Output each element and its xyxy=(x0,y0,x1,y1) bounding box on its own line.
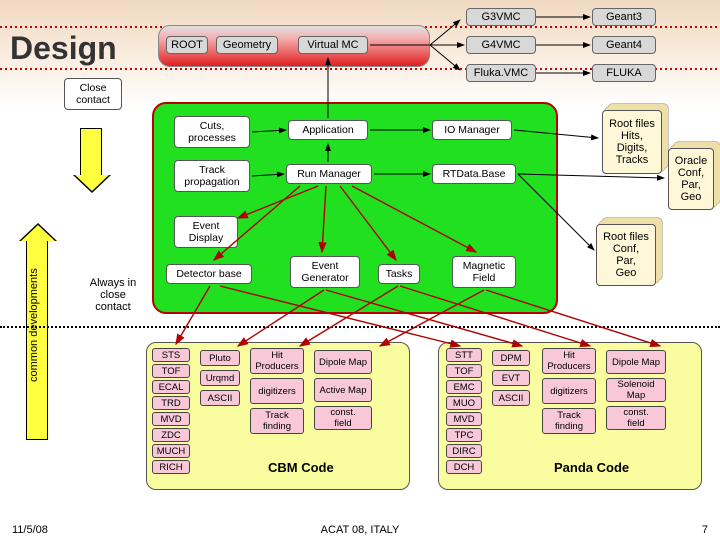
cbm-left-3: TRD xyxy=(152,396,190,410)
run-manager: Run Manager xyxy=(286,164,372,184)
footer-venue: ACAT 08, ITALY xyxy=(321,524,400,536)
cbm-right-0: Dipole Map xyxy=(314,350,372,374)
close-contact: Close contact xyxy=(64,78,122,110)
cbm-right-1: Active Map xyxy=(314,378,372,402)
cbm-right-2: const. field xyxy=(314,406,372,430)
panda-left-7: DCH xyxy=(446,460,482,474)
footer-date: 11/5/08 xyxy=(12,524,48,536)
panda-mid-2: Track finding xyxy=(542,408,596,434)
oracle: Oracle Conf, Par, Geo xyxy=(668,148,714,210)
panda-right-0: Dipole Map xyxy=(606,350,666,374)
geant4-box: Geant4 xyxy=(592,36,656,54)
cuts: Cuts, processes xyxy=(174,116,250,148)
application: Application xyxy=(288,120,368,140)
cbm-left-7: RICH xyxy=(152,460,190,474)
panda-left-4: MVD xyxy=(446,412,482,426)
cbm-left-5: ZDC xyxy=(152,428,190,442)
cbm-mid-2: Track finding xyxy=(250,408,304,434)
track-prop: Track propagation xyxy=(174,160,250,192)
cbm-gen-0: Pluto xyxy=(200,350,240,366)
cbm-gen-2: ASCII xyxy=(200,390,240,406)
cbm-code: CBM Code xyxy=(268,460,334,475)
arrow-down-close xyxy=(80,128,102,176)
panda-left-0: STT xyxy=(446,348,482,362)
rtdata: RTData.Base xyxy=(432,164,516,184)
cbm-mid-1: digitizers xyxy=(250,378,304,404)
panda-left-6: DIRC xyxy=(446,444,482,458)
fluka-box: FLUKA xyxy=(592,64,656,82)
cbm-gen-1: Urqmd xyxy=(200,370,240,386)
cbm-left-6: MUCH xyxy=(152,444,190,458)
io-manager: IO Manager xyxy=(432,120,512,140)
rootfiles1: Root files Hits, Digits, Tracks xyxy=(602,110,662,174)
geometry-box: Geometry xyxy=(216,36,278,54)
g4vmc-box: G4VMC xyxy=(466,36,536,54)
virtualmc-box: Virtual MC xyxy=(298,36,368,54)
panda-gen-1: EVT xyxy=(492,370,530,386)
cbm-left-1: TOF xyxy=(152,364,190,378)
rootfiles2: Root files Conf, Par, Geo xyxy=(596,224,656,286)
panda-code: Panda Code xyxy=(554,460,629,475)
root-box: ROOT xyxy=(166,36,208,54)
cbm-mid-0: Hit Producers xyxy=(250,348,304,374)
panda-right-2: const. field xyxy=(606,406,666,430)
event-gen: Event Generator xyxy=(290,256,360,288)
panda-left-2: EMC xyxy=(446,380,482,394)
g3vmc-box: G3VMC xyxy=(466,8,536,26)
cbm-left-4: MVD xyxy=(152,412,190,426)
cbm-left-2: ECAL xyxy=(152,380,190,394)
panda-left-5: TPC xyxy=(446,428,482,442)
event-display: Event Display xyxy=(174,216,238,248)
tasks: Tasks xyxy=(378,264,420,284)
panda-left-3: MUO xyxy=(446,396,482,410)
cbm-left-0: STS xyxy=(152,348,190,362)
common-dev-label: common developments xyxy=(28,230,40,420)
detector-base: Detector base xyxy=(166,264,252,284)
panda-right-1: Solenoid Map xyxy=(606,378,666,402)
panda-gen-0: DPM xyxy=(492,350,530,366)
footer-page: 7 xyxy=(702,524,708,536)
flukavmc-box: Fluka.VMC xyxy=(466,64,536,82)
mag-field: Magnetic Field xyxy=(452,256,516,288)
panda-left-1: TOF xyxy=(446,364,482,378)
always-close: Always in close contact xyxy=(80,272,146,318)
panda-mid-1: digitizers xyxy=(542,378,596,404)
geant3-box: Geant3 xyxy=(592,8,656,26)
page-title: Design xyxy=(10,30,117,67)
panda-mid-0: Hit Producers xyxy=(542,348,596,374)
panda-gen-2: ASCII xyxy=(492,390,530,406)
